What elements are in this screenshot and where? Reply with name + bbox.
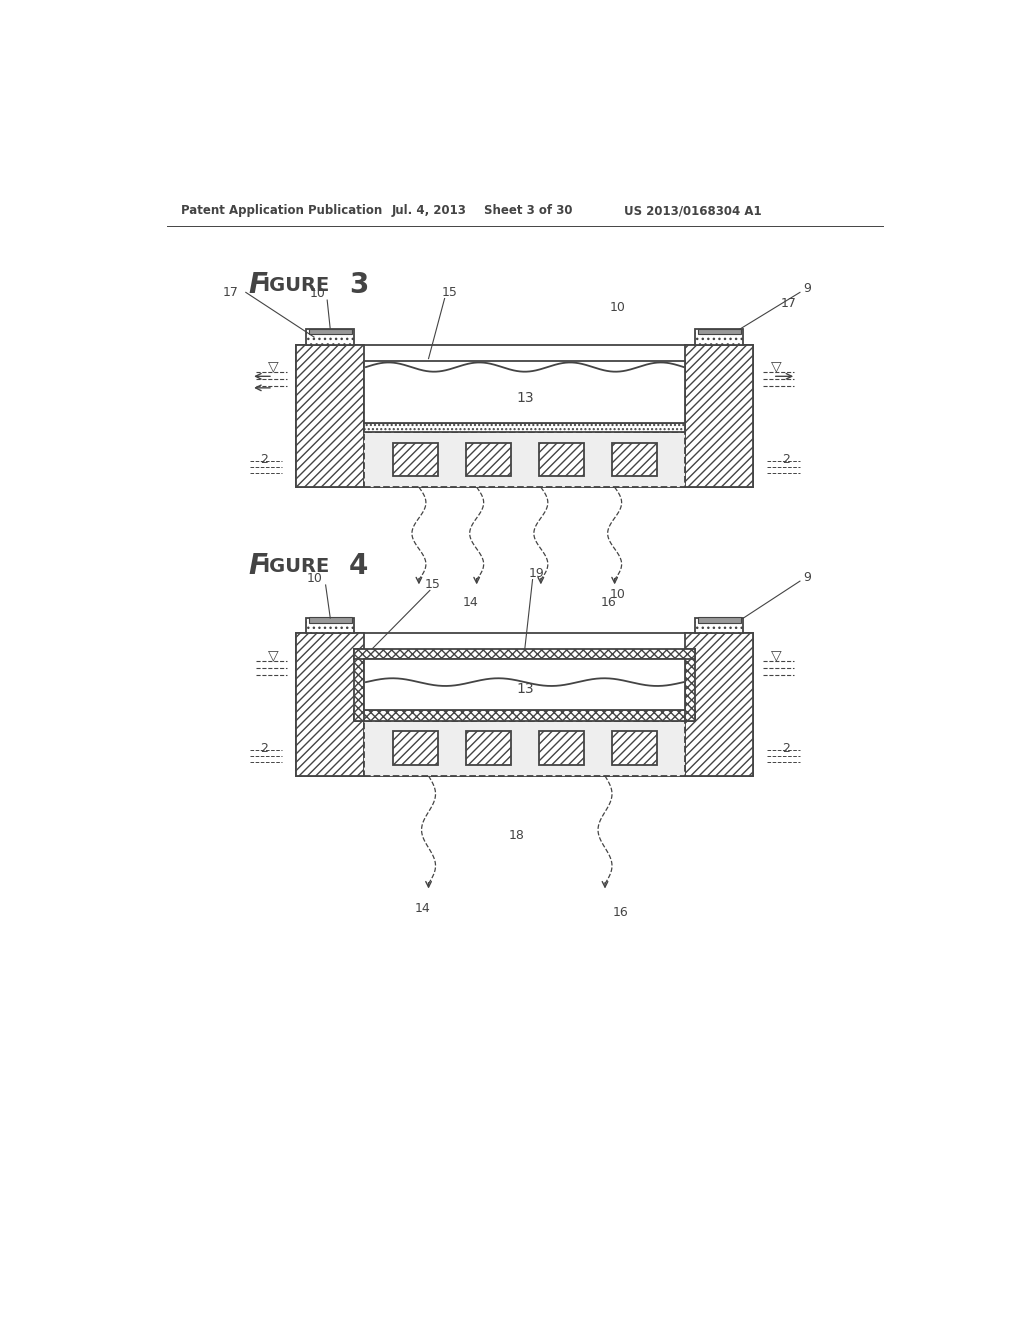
Text: 17: 17 (222, 286, 239, 298)
Text: ▽: ▽ (267, 359, 279, 374)
Text: US 2013/0168304 A1: US 2013/0168304 A1 (624, 205, 762, 218)
Text: 9: 9 (804, 282, 812, 296)
Bar (308, 329, 352, 334)
Text: IGURE: IGURE (262, 276, 330, 294)
Text: 4: 4 (349, 553, 369, 581)
Text: 16: 16 (612, 907, 629, 920)
Text: 2: 2 (260, 742, 267, 755)
Bar (365, 659, 685, 710)
Bar (695, 330, 743, 345)
Bar (612, 731, 657, 766)
Bar (365, 360, 685, 422)
Bar (354, 649, 365, 721)
Text: 10: 10 (610, 589, 626, 602)
Bar (685, 634, 754, 776)
Bar (365, 721, 685, 776)
Text: F: F (248, 272, 267, 300)
Bar (392, 442, 437, 477)
Bar (296, 634, 754, 776)
Bar (392, 731, 437, 766)
Text: IGURE: IGURE (262, 557, 330, 576)
Bar (365, 432, 685, 487)
Text: 13: 13 (516, 391, 534, 405)
Text: ▽: ▽ (771, 648, 782, 663)
Bar (296, 634, 365, 776)
Bar (354, 649, 695, 659)
Bar (612, 442, 657, 477)
Bar (697, 618, 741, 623)
Text: 2: 2 (782, 742, 790, 755)
Bar (695, 618, 743, 634)
Text: 18: 18 (509, 829, 525, 842)
Text: 2: 2 (260, 453, 267, 466)
Text: 19: 19 (528, 566, 545, 579)
Bar (466, 442, 511, 477)
Text: 14: 14 (415, 902, 430, 915)
Text: F: F (248, 553, 267, 581)
Text: Patent Application Publication: Patent Application Publication (180, 205, 382, 218)
Bar (466, 731, 511, 766)
Text: 10: 10 (610, 301, 626, 314)
Text: 2: 2 (782, 453, 790, 466)
Text: 17: 17 (780, 297, 797, 310)
Bar (697, 329, 741, 334)
Text: 13: 13 (516, 682, 534, 696)
Text: 15: 15 (441, 286, 457, 298)
Text: 16: 16 (600, 597, 616, 610)
Bar (296, 345, 365, 487)
Text: ▽: ▽ (771, 359, 782, 374)
Bar (685, 345, 754, 487)
Text: 9: 9 (804, 570, 812, 583)
Text: 3: 3 (349, 272, 369, 300)
Text: Sheet 3 of 30: Sheet 3 of 30 (484, 205, 573, 218)
Bar (685, 649, 695, 721)
Text: ▽: ▽ (267, 648, 279, 663)
Text: 10: 10 (307, 573, 323, 585)
Bar (365, 422, 685, 432)
Text: Jul. 4, 2013: Jul. 4, 2013 (391, 205, 466, 218)
Bar (539, 442, 584, 477)
Text: 10: 10 (310, 288, 326, 301)
Bar (354, 710, 695, 721)
Bar (306, 330, 354, 345)
Text: 14: 14 (463, 597, 478, 610)
Bar (539, 731, 584, 766)
Bar (296, 345, 754, 487)
Text: 15: 15 (425, 578, 441, 591)
Bar (308, 618, 352, 623)
Bar (306, 618, 354, 634)
